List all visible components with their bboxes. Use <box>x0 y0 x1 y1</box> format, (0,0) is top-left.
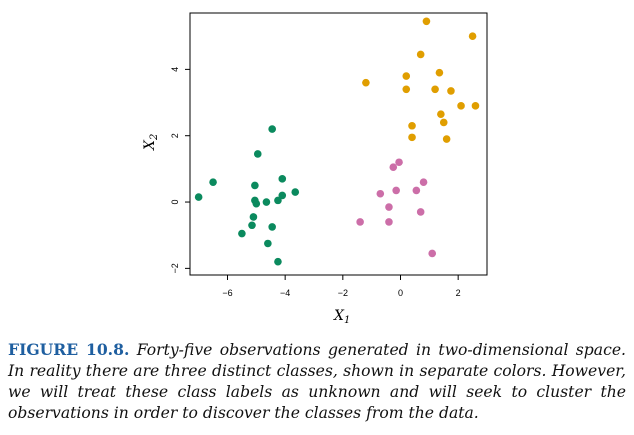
scatter-point <box>385 203 393 211</box>
y-tick-label: 0 <box>170 200 180 205</box>
scatter-point <box>278 191 287 200</box>
x-tick-label: −2 <box>338 288 348 298</box>
scatter-point <box>264 239 272 248</box>
x-axis-label: X1 <box>333 308 350 326</box>
scatter-point <box>457 102 465 110</box>
scatter-point <box>209 178 217 186</box>
plot-frame <box>189 12 488 276</box>
scatter-point <box>408 133 416 142</box>
scatter-point <box>437 110 445 118</box>
scatter-point <box>439 118 448 127</box>
scatter-point <box>402 72 411 80</box>
scatter-point <box>248 221 256 230</box>
scatter-point <box>395 158 403 167</box>
scatter-point <box>274 257 282 266</box>
scatter-point <box>268 223 276 231</box>
scatter-plot: −6 −4 −2 0 2 −2 0 2 4 X1 X2 <box>142 12 488 326</box>
scatter-point <box>291 188 300 196</box>
data-points <box>194 17 480 266</box>
scatter-point <box>422 17 431 26</box>
scatter-point <box>194 193 203 201</box>
scatter-point <box>428 249 437 258</box>
x-tick-label: 2 <box>456 288 461 298</box>
scatter-point <box>278 175 287 183</box>
y-tick-label: −2 <box>170 263 180 273</box>
scatter-point <box>252 199 261 208</box>
scatter-point <box>253 150 262 158</box>
scatter-point <box>274 196 282 205</box>
caption-label: FIGURE 10.8. <box>8 340 130 359</box>
scatter-point <box>408 121 416 130</box>
scatter-point <box>362 78 370 87</box>
y-tick-label: 2 <box>170 133 180 138</box>
figure-caption: FIGURE 10.8. Forty-five observations gen… <box>8 339 626 424</box>
scatter-point <box>251 181 259 190</box>
scatter-point <box>402 85 411 94</box>
scatter-point <box>416 50 425 59</box>
scatter-point <box>419 178 428 186</box>
scatter-point <box>416 208 425 216</box>
scatter-point <box>431 85 439 94</box>
scatter-point <box>468 32 477 41</box>
x-tick-label: −6 <box>222 288 232 298</box>
scatter-point <box>447 87 455 95</box>
scatter-point <box>262 198 271 206</box>
scatter-point <box>471 102 480 110</box>
scatter-point <box>268 125 276 133</box>
scatter-point <box>412 186 421 195</box>
y-axis: −2 0 2 4 <box>170 67 190 273</box>
scatter-point <box>442 135 451 143</box>
scatter-point <box>356 218 364 226</box>
x-tick-label: 0 <box>398 288 403 298</box>
x-tick-label: −4 <box>280 288 290 298</box>
scatter-point <box>249 213 258 221</box>
scatter-point <box>376 189 385 198</box>
scatter-point <box>389 163 398 172</box>
y-tick-label: 4 <box>170 67 180 72</box>
caption-text: Forty-five observations generated in two… <box>8 341 627 422</box>
x-axis: −6 −4 −2 0 2 <box>222 275 461 298</box>
scatter-point <box>435 68 444 77</box>
scatter-point <box>385 218 393 226</box>
scatter-point <box>238 229 246 238</box>
y-axis-label: X2 <box>142 134 160 151</box>
scatter-point <box>392 186 400 195</box>
